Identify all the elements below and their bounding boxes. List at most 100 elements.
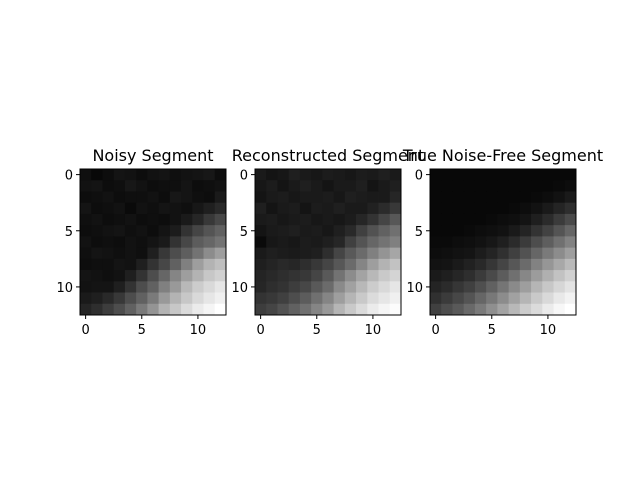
heatmap-cell: [214, 303, 227, 316]
heatmap-cell: [299, 247, 312, 260]
heatmap-cell: [519, 180, 532, 192]
heatmap-cell: [519, 169, 532, 181]
heatmap-cell: [169, 303, 182, 316]
heatmap-cell: [113, 202, 126, 215]
heatmap-cell: [266, 292, 278, 305]
heatmap-cell: [80, 281, 92, 293]
heatmap-cell: [102, 258, 115, 271]
heatmap-cell: [508, 292, 521, 305]
heatmap-cell: [102, 180, 115, 192]
heatmap-cell: [277, 270, 290, 282]
heatmap-cell: [288, 202, 301, 215]
y-tick-label: 5: [415, 225, 423, 240]
heatmap-cell: [553, 258, 566, 271]
y-tick-label: 0: [65, 169, 73, 184]
heatmap-cell: [288, 247, 301, 260]
heatmap-cell: [158, 270, 171, 282]
heatmap-cell: [441, 180, 453, 192]
heatmap-cell: [80, 303, 92, 316]
heatmap-cell: [255, 247, 267, 260]
heatmap-cell: [564, 202, 577, 215]
heatmap-cell: [519, 225, 532, 237]
heatmap-cell: [288, 225, 301, 237]
heatmap-cell: [333, 236, 346, 249]
heatmap-cell: [255, 191, 267, 204]
heatmap-cell: [214, 180, 227, 192]
heatmap-cell: [463, 303, 476, 316]
heatmap-cell: [542, 303, 554, 316]
heatmap-cell: [531, 281, 543, 293]
heatmap-cell: [203, 236, 216, 249]
heatmap-cell: [192, 225, 204, 237]
heatmap-cell: [136, 236, 148, 249]
heatmap-cell: [169, 292, 182, 305]
heatmap-cell: [564, 236, 577, 249]
heatmap-cell: [91, 191, 103, 204]
heatmap-cell: [299, 202, 312, 215]
heatmap-cell: [452, 213, 465, 226]
heatmap-cell: [356, 225, 368, 237]
heatmap-cell: [214, 202, 227, 215]
heatmap-cell: [531, 202, 543, 215]
heatmap-cell: [486, 281, 498, 293]
heatmap-cell: [553, 191, 566, 204]
heatmap-cell: [486, 236, 498, 249]
heatmap-cell: [367, 303, 379, 316]
heatmap-cell: [564, 258, 577, 271]
heatmap-cell: [542, 180, 554, 192]
y-tick-label: 5: [240, 225, 248, 240]
heatmap-cell: [102, 281, 115, 293]
heatmap-cell: [367, 202, 379, 215]
heatmap-cell: [158, 191, 171, 204]
heatmap-cell: [474, 202, 487, 215]
heatmap-cell: [508, 169, 521, 181]
heatmap-cell: [124, 213, 137, 226]
heatmap-cell: [441, 213, 453, 226]
heatmap-cell: [367, 281, 379, 293]
heatmap-cell: [378, 236, 391, 249]
heatmap-cell: [147, 281, 160, 293]
heatmap-cell: [441, 258, 453, 271]
heatmap-cell: [322, 303, 335, 316]
heatmap-cell: [192, 270, 204, 282]
heatmap-cell: [147, 247, 160, 260]
heatmap-cell: [486, 258, 498, 271]
heatmap-cell: [389, 225, 402, 237]
heatmap-cell: [102, 191, 115, 204]
heatmap-cell: [508, 202, 521, 215]
heatmap-cell: [255, 258, 267, 271]
heatmap-cell: [519, 303, 532, 316]
heatmap-cell: [553, 236, 566, 249]
heatmap-cell: [441, 247, 453, 260]
heatmap-cell: [102, 202, 115, 215]
heatmap-cell: [542, 191, 554, 204]
heatmap-cell: [266, 247, 278, 260]
heatmap-cell: [91, 303, 103, 316]
heatmap-cell: [136, 225, 148, 237]
heatmap-cell: [311, 225, 323, 237]
heatmap-cell: [311, 202, 323, 215]
heatmap-cell: [255, 236, 267, 249]
heatmap-cell: [531, 169, 543, 181]
heatmap-cell: [158, 303, 171, 316]
heatmap-cell: [147, 213, 160, 226]
heatmap-cell: [80, 169, 92, 181]
heatmap-cell: [553, 270, 566, 282]
heatmap-cell: [266, 236, 278, 249]
heatmap-cell: [203, 169, 216, 181]
heatmap-cell: [299, 281, 312, 293]
heatmap-cell: [378, 247, 391, 260]
heatmap-cell: [158, 247, 171, 260]
heatmap-cell: [277, 169, 290, 181]
heatmap-cell: [508, 270, 521, 282]
heatmap-cell: [389, 191, 402, 204]
heatmap-cell: [214, 258, 227, 271]
x-tick-label: 10: [365, 323, 382, 338]
heatmap-cell: [136, 202, 148, 215]
heatmap-cell: [322, 247, 335, 260]
heatmap-cell: [299, 303, 312, 316]
heatmap-cell: [203, 202, 216, 215]
heatmap-cell: [564, 303, 577, 316]
heatmap-cell: [255, 281, 267, 293]
heatmap-cell: [378, 180, 391, 192]
